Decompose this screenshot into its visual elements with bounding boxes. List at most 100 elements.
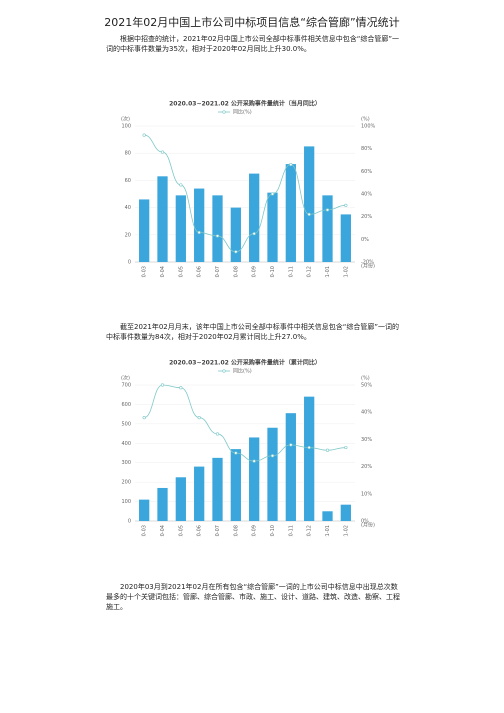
legend-label: 同比(%) [233, 109, 252, 116]
x-tick-label: 2020-07 [215, 525, 221, 537]
x-tick-label: 2021-01 [325, 525, 331, 537]
x-axis-label: (月份) [361, 263, 375, 270]
y-tick-label: 60 [125, 178, 131, 184]
x-tick-label: 2020-08 [233, 266, 239, 278]
bar [267, 427, 278, 521]
paragraph: 截至2021年02月月末，该年中国上市公司全部中标事件中相关信息包含“综合管廊”… [106, 323, 399, 341]
line-point [289, 162, 293, 167]
bar [322, 511, 333, 521]
chart: 2020.03~2021.02 公开采购事件量统计（累计同比） (次) (%) (月份… [121, 359, 375, 538]
x-tick-label: 2020-12 [307, 525, 313, 537]
y-tick-label: 600 [121, 402, 131, 408]
y2-tick-label: 20% [361, 214, 372, 220]
line-point [179, 183, 183, 187]
line-point [179, 386, 183, 390]
x-tick-label: 2020-03 [142, 266, 148, 278]
bar [157, 487, 168, 521]
y-tick-label: 100 [121, 499, 131, 505]
line-point [270, 192, 275, 196]
bar [175, 477, 186, 521]
bar [194, 188, 205, 262]
y-tick-label: 400 [121, 441, 131, 447]
bar [340, 214, 351, 262]
bar [249, 437, 260, 521]
y-tick-label: 200 [121, 480, 131, 486]
x-tick-label: 2020-10 [270, 266, 276, 278]
bar [285, 164, 296, 262]
line-point [160, 383, 165, 387]
x-tick-label: 2020-12 [307, 266, 313, 278]
y2-tick-label: 0% [361, 237, 369, 243]
y2-tick-label: 80% [361, 146, 372, 152]
bar [322, 195, 333, 262]
y-tick-label: 0 [128, 260, 131, 266]
x-tick-label: 2020-06 [197, 525, 203, 537]
line-point [252, 232, 256, 236]
bar [304, 396, 315, 521]
bar [230, 449, 241, 521]
bar [194, 466, 205, 521]
line-point [215, 432, 220, 436]
line-point [142, 416, 146, 420]
paragraph: 根据中招查的统计，2021年02月中国上市公司全部中标事件相关信息中包含“综合管… [106, 35, 399, 53]
line-point [142, 133, 146, 137]
y-axis-label: (次) [121, 375, 130, 382]
bar [267, 192, 278, 262]
y-tick-label: 100 [121, 124, 131, 130]
line [144, 134, 346, 253]
line-point [160, 150, 165, 154]
x-tick-label: 2020-05 [178, 525, 184, 537]
line-point [197, 416, 201, 420]
y-tick-label: 20 [125, 232, 131, 238]
legend-label: 同比(%) [233, 368, 252, 375]
x-tick-label: 2020-03 [142, 525, 148, 537]
bar [212, 457, 223, 521]
y-axis-label: (次) [121, 116, 130, 123]
line-point [344, 203, 348, 207]
y2-tick-label: 60% [361, 169, 372, 175]
y2-tick-label: 0% [361, 519, 369, 525]
x-tick-label: 2021-02 [343, 266, 349, 278]
line-point [197, 230, 201, 235]
line-point [252, 459, 256, 463]
y2-tick-label: 40% [361, 192, 372, 198]
line-point [270, 454, 275, 458]
y-tick-label: 40 [125, 205, 131, 211]
chart-title: 2020.03~2021.02 公开采购事件量统计（当月同比） [169, 100, 321, 108]
paragraph: 2020年03月到2021年02月在所有包含“综合管廊”一词的上市公司中标信息中… [106, 583, 400, 611]
bar [212, 195, 223, 262]
bar [304, 146, 315, 262]
line-point [307, 212, 311, 216]
y-tick-label: 0 [128, 519, 131, 525]
line [144, 384, 346, 462]
x-tick-label: 2020-04 [160, 525, 166, 537]
y2-tick-label: -20% [361, 260, 374, 266]
line-point [234, 451, 238, 455]
x-axis-label: (月份) [361, 522, 375, 529]
line-point [234, 250, 238, 254]
legend-point [222, 110, 226, 114]
y2-axis-label: (%) [361, 117, 370, 123]
x-tick-label: 2021-02 [343, 525, 349, 537]
line-point [325, 448, 330, 452]
y2-tick-label: 30% [361, 437, 372, 443]
bar [285, 413, 296, 521]
legend-point [222, 369, 226, 373]
bar [230, 207, 241, 262]
x-tick-label: 2020-09 [252, 525, 258, 537]
line-point [307, 445, 311, 450]
y-tick-label: 80 [125, 151, 131, 157]
x-tick-label: 2020-10 [270, 525, 276, 537]
bar [175, 195, 186, 262]
line-point [325, 208, 330, 212]
bar [139, 499, 150, 521]
bar [340, 504, 351, 521]
line-point [215, 234, 220, 238]
x-tick-label: 2020-06 [197, 266, 203, 278]
x-tick-label: 2020-11 [288, 525, 294, 537]
y2-tick-label: 50% [361, 383, 372, 389]
chart-title: 2020.03~2021.02 公开采购事件量统计（累计同比） [169, 359, 321, 367]
y2-tick-label: 10% [361, 491, 372, 497]
x-tick-label: 2020-08 [233, 525, 239, 537]
